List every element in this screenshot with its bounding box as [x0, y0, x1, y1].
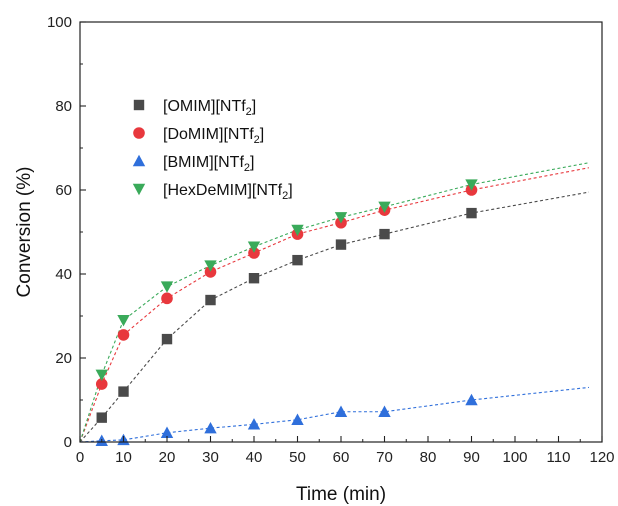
- data-point: [291, 413, 304, 425]
- legend-label: [BMIM][NTf2]: [163, 154, 254, 174]
- data-point: [335, 239, 347, 250]
- data-point: [379, 228, 390, 240]
- data-point: [95, 369, 108, 381]
- data-point: [118, 386, 129, 397]
- data-point: [95, 378, 108, 390]
- data-point: [161, 292, 173, 305]
- legend: [OMIM][NTf2] [DoMIM][NTf2] [BMIM][NTf2] [He…: [132, 98, 293, 202]
- y-tick-label: 20: [55, 350, 72, 367]
- fit-line: [79, 167, 590, 443]
- data-point: [247, 241, 261, 253]
- fit-line: [79, 191, 590, 443]
- data-point: [96, 412, 107, 423]
- x-axis-ticks: 0 10 20 30 40 50 60 70 80 90 100 110 120: [76, 436, 615, 466]
- y-tick-label: 40: [55, 266, 72, 283]
- y-axis-title: Conversion (%): [14, 167, 35, 298]
- y-axis-ticks: 0 20 40 60 80 100: [47, 14, 86, 451]
- x-tick-label: 30: [202, 449, 219, 466]
- data-point: [378, 405, 391, 417]
- legend-label: [DoMIM][NTf2]: [163, 126, 264, 146]
- data-point: [292, 254, 303, 266]
- x-tick-label: 90: [463, 449, 480, 466]
- plot-frame: [79, 21, 603, 443]
- legend-label: [HexDeMIM][NTf2]: [163, 182, 293, 202]
- fit-line: [79, 162, 590, 443]
- data-points: [95, 179, 478, 446]
- legend-marker: [133, 99, 145, 111]
- data-point: [248, 247, 260, 259]
- x-tick-label: 10: [115, 449, 132, 466]
- legend-marker: [132, 183, 146, 196]
- data-point: [204, 260, 217, 272]
- data-point: [378, 201, 391, 213]
- x-tick-label: 60: [333, 449, 350, 466]
- legend-label: [OMIM][NTf2]: [163, 98, 256, 118]
- data-point: [161, 333, 173, 345]
- x-axis-title: Time (min): [296, 484, 386, 505]
- y-tick-label: 0: [64, 434, 72, 451]
- fit-line: [79, 386, 590, 443]
- fit-lines: [79, 162, 590, 443]
- x-tick-label: 100: [502, 449, 527, 466]
- data-point: [334, 405, 348, 417]
- x-tick-label: 50: [289, 449, 306, 466]
- y-tick-label: 80: [55, 98, 72, 115]
- data-point: [334, 212, 348, 224]
- y-tick-label: 60: [55, 182, 72, 199]
- x-tick-label: 40: [246, 449, 263, 466]
- x-tick-label: 110: [547, 449, 571, 466]
- data-point: [117, 315, 130, 327]
- y-tick-label: 100: [47, 14, 72, 31]
- x-tick-label: 20: [159, 449, 176, 466]
- data-point: [248, 273, 260, 284]
- data-point: [465, 393, 478, 406]
- data-point: [204, 266, 217, 278]
- data-point: [205, 294, 216, 306]
- legend-marker: [132, 154, 146, 167]
- data-point: [466, 207, 477, 219]
- data-point: [160, 281, 174, 293]
- x-tick-label: 0: [76, 449, 84, 466]
- data-point: [160, 426, 174, 438]
- x-tick-label: 80: [420, 449, 437, 466]
- data-point: [465, 179, 478, 191]
- data-point: [247, 418, 261, 430]
- x-tick-label: 120: [589, 449, 614, 466]
- data-point: [117, 329, 130, 341]
- x-tick-label: 70: [376, 449, 393, 466]
- data-point: [204, 421, 217, 434]
- data-point: [291, 224, 304, 237]
- legend-marker: [133, 127, 145, 139]
